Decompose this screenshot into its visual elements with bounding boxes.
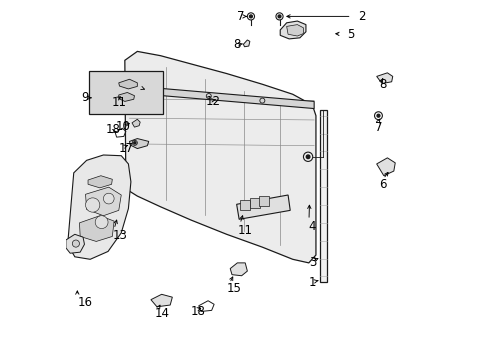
Text: 18: 18 xyxy=(190,305,205,318)
Polygon shape xyxy=(236,195,290,219)
Polygon shape xyxy=(286,24,303,36)
Polygon shape xyxy=(240,200,250,210)
Polygon shape xyxy=(376,158,394,176)
Text: 4: 4 xyxy=(308,220,316,233)
Circle shape xyxy=(95,216,108,229)
Text: 3: 3 xyxy=(308,256,316,269)
Text: 11: 11 xyxy=(238,224,253,237)
Polygon shape xyxy=(319,111,326,282)
Text: 2: 2 xyxy=(357,10,365,23)
Polygon shape xyxy=(124,85,313,109)
Text: 15: 15 xyxy=(226,283,241,296)
Circle shape xyxy=(134,142,136,144)
Circle shape xyxy=(103,193,114,204)
Polygon shape xyxy=(119,79,137,89)
Polygon shape xyxy=(230,263,247,276)
Polygon shape xyxy=(119,93,134,102)
Text: 7: 7 xyxy=(374,121,382,134)
Text: 9: 9 xyxy=(81,91,89,104)
Text: 18: 18 xyxy=(105,123,120,136)
Polygon shape xyxy=(66,234,84,253)
Polygon shape xyxy=(249,198,259,208)
Text: 17: 17 xyxy=(119,142,134,155)
Polygon shape xyxy=(243,40,249,47)
FancyBboxPatch shape xyxy=(89,71,163,114)
Circle shape xyxy=(303,152,312,161)
Text: 5: 5 xyxy=(346,28,354,41)
Text: 13: 13 xyxy=(112,229,127,242)
Polygon shape xyxy=(124,51,315,263)
Circle shape xyxy=(278,15,281,18)
Text: 10: 10 xyxy=(116,120,130,133)
Text: 8: 8 xyxy=(233,39,240,51)
Text: 8: 8 xyxy=(379,78,386,91)
Polygon shape xyxy=(129,139,148,149)
Text: 11: 11 xyxy=(111,96,126,109)
Polygon shape xyxy=(67,155,131,259)
Text: 12: 12 xyxy=(205,95,221,108)
Polygon shape xyxy=(280,21,305,39)
Polygon shape xyxy=(80,216,114,242)
Text: 6: 6 xyxy=(379,178,386,191)
Polygon shape xyxy=(132,119,140,127)
Circle shape xyxy=(85,198,100,212)
Text: 16: 16 xyxy=(77,296,92,309)
Polygon shape xyxy=(85,187,121,216)
Polygon shape xyxy=(376,73,392,84)
Circle shape xyxy=(72,240,80,247)
Circle shape xyxy=(305,155,309,158)
Text: 7: 7 xyxy=(236,10,244,23)
Polygon shape xyxy=(88,176,112,188)
Polygon shape xyxy=(151,294,172,307)
Text: 14: 14 xyxy=(154,307,169,320)
Circle shape xyxy=(376,114,379,117)
Circle shape xyxy=(249,15,252,18)
Text: 1: 1 xyxy=(308,276,316,289)
Polygon shape xyxy=(259,197,268,206)
